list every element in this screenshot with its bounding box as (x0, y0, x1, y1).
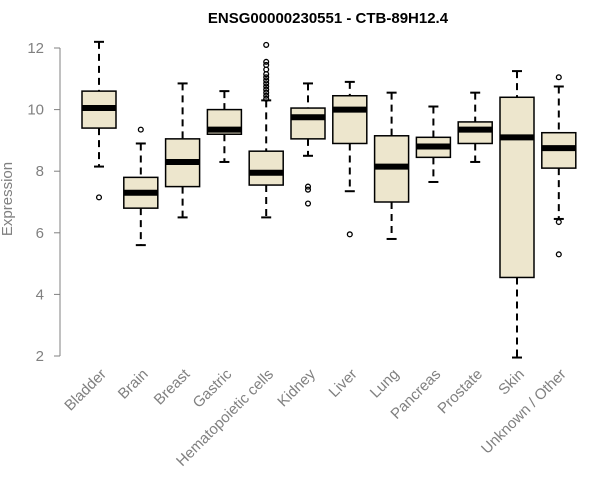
outlier-hematopoietic-cells-5 (263, 80, 270, 87)
outlier-kidney-1 (304, 183, 312, 190)
outlier-unknown-other-2 (555, 251, 562, 258)
box-bladder (81, 40, 117, 201)
box-pancreas (415, 105, 452, 183)
box-lung (373, 91, 410, 240)
box-gastric (206, 90, 243, 163)
y-tick-label-2: 2 (36, 348, 44, 365)
outlier-unknown-other-1 (555, 218, 562, 226)
outlier-hematopoietic-cells-11 (263, 58, 270, 65)
outlier-brain-0 (137, 126, 144, 133)
box-iqr-hematopoietic-cells (248, 150, 284, 186)
outlier-hematopoietic-cells-2 (263, 89, 270, 96)
y-tick-label-8: 8 (36, 163, 44, 180)
box-liver (332, 80, 368, 238)
y-axis: 2 4 6 8 10 12 (27, 40, 61, 365)
outlier-hematopoietic-cells-10 (263, 61, 270, 68)
box-iqr-kidney (290, 107, 326, 140)
box-hematopoietic-cells (248, 41, 284, 219)
outlier-hematopoietic-cells-0 (263, 95, 270, 102)
box-kidney (290, 82, 326, 207)
box-unknown-other (541, 74, 577, 258)
box-iqr-prostate (457, 121, 493, 145)
x-tick-label-liver: Liver (326, 366, 361, 401)
box-group (81, 40, 577, 359)
box-breast (164, 82, 201, 219)
x-tick-label-kidney: Kidney (274, 365, 319, 410)
y-tick-label-6: 6 (36, 225, 44, 242)
outlier-hematopoietic-cells-4 (263, 83, 270, 90)
outlier-hematopoietic-cells-7 (263, 74, 270, 81)
outlier-bladder-0 (95, 194, 103, 201)
box-prostate (457, 91, 493, 163)
x-tick-label-prostate: Prostate (434, 366, 486, 418)
outlier-hematopoietic-cells-12 (263, 41, 270, 48)
y-tick-label-12: 12 (27, 40, 44, 57)
x-tick-label-bladder: Bladder (61, 366, 110, 415)
box-iqr-skin (499, 96, 535, 279)
chart-title: ENSG00000230551 - CTB-89H12.4 (208, 10, 449, 27)
y-tick-label-10: 10 (27, 102, 44, 119)
x-tick-label-breast: Breast (151, 365, 194, 408)
outlier-hematopoietic-cells-6 (263, 77, 270, 84)
y-tick-label-4: 4 (36, 286, 44, 303)
box-brain (123, 126, 159, 247)
outlier-kidney-2 (304, 200, 312, 207)
outlier-hematopoietic-cells-1 (263, 92, 270, 99)
outlier-hematopoietic-cells-3 (263, 86, 270, 93)
outlier-liver-0 (346, 231, 353, 238)
x-tick-label-skin: Skin (495, 366, 528, 399)
outlier-unknown-other-0 (555, 74, 562, 81)
box-skin (499, 70, 535, 359)
outlier-kidney-0 (304, 186, 312, 193)
x-tick-label-brain: Brain (115, 366, 152, 403)
box-iqr-liver (332, 94, 368, 145)
y-axis-label: Expression (0, 162, 16, 236)
x-tick-label-lung: Lung (367, 366, 403, 402)
